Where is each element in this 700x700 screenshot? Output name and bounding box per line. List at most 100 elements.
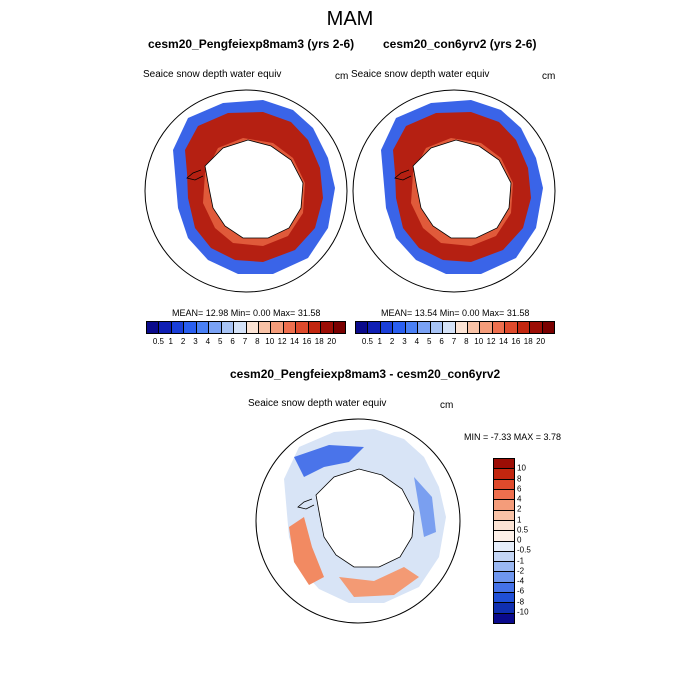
colorbar-swatch xyxy=(159,322,172,333)
panel3-colorbar-ticks: 10 8 6 4 2 1 0.5 0 -0.5 -1 -2 -4 -6 -8 -10 xyxy=(517,458,547,622)
colorbar-tick-label: 6 xyxy=(517,484,522,494)
colorbar-tick-label: 0 xyxy=(517,535,522,545)
panel2-map xyxy=(352,89,556,293)
colorbar-swatch xyxy=(147,322,160,333)
colorbar-tick-label: -2 xyxy=(517,566,525,576)
colorbar-tick-label: 20 xyxy=(536,337,546,346)
colorbar-tick-label: 16 xyxy=(511,337,521,346)
colorbar-swatch xyxy=(480,322,493,333)
colorbar-swatch xyxy=(196,322,210,333)
colorbar-tick-label: 10 xyxy=(517,463,526,473)
panel2-title: cesm20_con6yrv2 (yrs 2-6) xyxy=(383,37,537,51)
colorbar-tick-label: 10 xyxy=(474,337,484,346)
panel3-title: cesm20_Pengfeiexp8mam3 - cesm20_con6yrv2 xyxy=(230,367,501,381)
colorbar-tick-label: -10 xyxy=(517,607,529,617)
colorbar-swatch xyxy=(171,322,185,333)
colorbar-swatch xyxy=(321,322,334,333)
colorbar-tick-label: 7 xyxy=(451,337,457,346)
panel1-title: cesm20_Pengfeiexp8mam3 (yrs 2-6) xyxy=(148,37,355,51)
colorbar-swatch xyxy=(494,531,514,542)
colorbar-tick-label: 6 xyxy=(439,337,444,346)
colorbar-tick-label: 8 xyxy=(255,337,260,346)
panel3-diff-blue-patch-east xyxy=(414,477,436,537)
colorbar-swatch xyxy=(356,322,369,333)
panel1-colorbar xyxy=(146,321,346,334)
panel3-map xyxy=(255,418,461,624)
colorbar-swatch xyxy=(221,322,235,333)
colorbar-tick-label: -6 xyxy=(517,586,525,596)
panel1-colorbar-ticks: 0.5 1 2 3 4 5 6 7 8 10 12 14 16 18 20 xyxy=(146,337,344,347)
colorbar-swatch xyxy=(455,322,468,333)
colorbar-tick-label: 8 xyxy=(464,337,469,346)
colorbar-swatch xyxy=(271,322,284,333)
colorbar-tick-label: 4 xyxy=(205,337,211,346)
colorbar-swatch xyxy=(184,322,197,333)
panel3-stats: MIN = -7.33 MAX = 3.78 xyxy=(464,432,562,442)
colorbar-swatch xyxy=(393,322,406,333)
colorbar-tick-label: 5 xyxy=(218,337,223,346)
colorbar-swatch xyxy=(494,500,514,511)
colorbar-swatch xyxy=(234,322,247,333)
colorbar-swatch xyxy=(494,613,514,623)
colorbar-swatch xyxy=(494,510,514,521)
colorbar-tick-label: 16 xyxy=(302,337,312,346)
colorbar-swatch xyxy=(246,322,259,333)
colorbar-tick-label: 3 xyxy=(193,337,198,346)
main-title: MAM xyxy=(326,8,374,30)
panel2-colorbar xyxy=(355,321,555,334)
colorbar-tick-label: 0.5 xyxy=(152,337,164,346)
panel2-antarctica xyxy=(412,139,512,239)
colorbar-tick-label: 7 xyxy=(242,337,248,346)
colorbar-swatch xyxy=(517,322,531,333)
colorbar-tick-label: 1 xyxy=(517,515,522,524)
colorbar-swatch xyxy=(405,322,419,333)
colorbar-swatch xyxy=(494,520,514,532)
colorbar-tick-label: 6 xyxy=(230,337,235,346)
colorbar-tick-label: 3 xyxy=(402,337,407,346)
colorbar-tick-label: 14 xyxy=(499,337,508,346)
panel3-variable: Seaice snow depth water equiv xyxy=(248,398,387,409)
colorbar-swatch xyxy=(494,582,514,594)
colorbar-swatch xyxy=(494,562,514,573)
colorbar-swatch xyxy=(494,603,514,614)
colorbar-swatch xyxy=(494,551,514,563)
panel3-diff-red-patch-south xyxy=(339,567,419,597)
colorbar-swatch xyxy=(492,322,506,333)
colorbar-tick-label: -4 xyxy=(517,576,525,586)
colorbar-swatch xyxy=(494,593,514,604)
colorbar-swatch xyxy=(443,322,456,333)
panel1-map xyxy=(144,89,348,293)
colorbar-swatch xyxy=(494,459,514,470)
panel3-antarctica xyxy=(315,468,415,568)
colorbar-tick-label: 5 xyxy=(427,337,432,346)
colorbar-swatch xyxy=(494,479,514,490)
colorbar-swatch xyxy=(333,322,345,333)
panel3-coast-peninsula xyxy=(297,498,315,510)
colorbar-swatch xyxy=(505,322,518,333)
colorbar-swatch xyxy=(494,489,514,501)
colorbar-tick-label: 8 xyxy=(517,474,522,483)
colorbar-tick-label: -1 xyxy=(517,556,525,565)
colorbar-tick-label: 18 xyxy=(314,337,324,346)
colorbar-swatch xyxy=(308,322,322,333)
panel1-units: cm xyxy=(335,71,349,82)
colorbar-tick-label: 14 xyxy=(290,337,299,346)
colorbar-swatch xyxy=(209,322,222,333)
colorbar-tick-label: 18 xyxy=(523,337,533,346)
colorbar-swatch xyxy=(258,322,272,333)
panel3-colorbar xyxy=(493,458,515,624)
panel2-colorbar-ticks: 0.5 1 2 3 4 5 6 7 8 10 12 14 16 18 20 xyxy=(355,337,553,347)
colorbar-tick-label: 2 xyxy=(180,337,186,346)
colorbar-tick-label: 2 xyxy=(389,337,395,346)
colorbar-tick-label: 20 xyxy=(327,337,337,346)
colorbar-tick-label: -8 xyxy=(517,597,525,606)
panel2-stats: MEAN= 13.54 Min= 0.00 Max= 31.58 xyxy=(381,308,530,318)
colorbar-tick-label: 10 xyxy=(265,337,275,346)
panel1-stats: MEAN= 12.98 Min= 0.00 Max= 31.58 xyxy=(172,308,321,318)
panel2-variable: Seaice snow depth water equiv xyxy=(351,69,490,80)
colorbar-swatch xyxy=(494,541,514,552)
panel1-antarctica xyxy=(204,139,304,239)
colorbar-tick-label: 2 xyxy=(517,504,522,514)
colorbar-tick-label: 4 xyxy=(517,494,522,504)
colorbar-tick-label: 12 xyxy=(486,337,496,346)
